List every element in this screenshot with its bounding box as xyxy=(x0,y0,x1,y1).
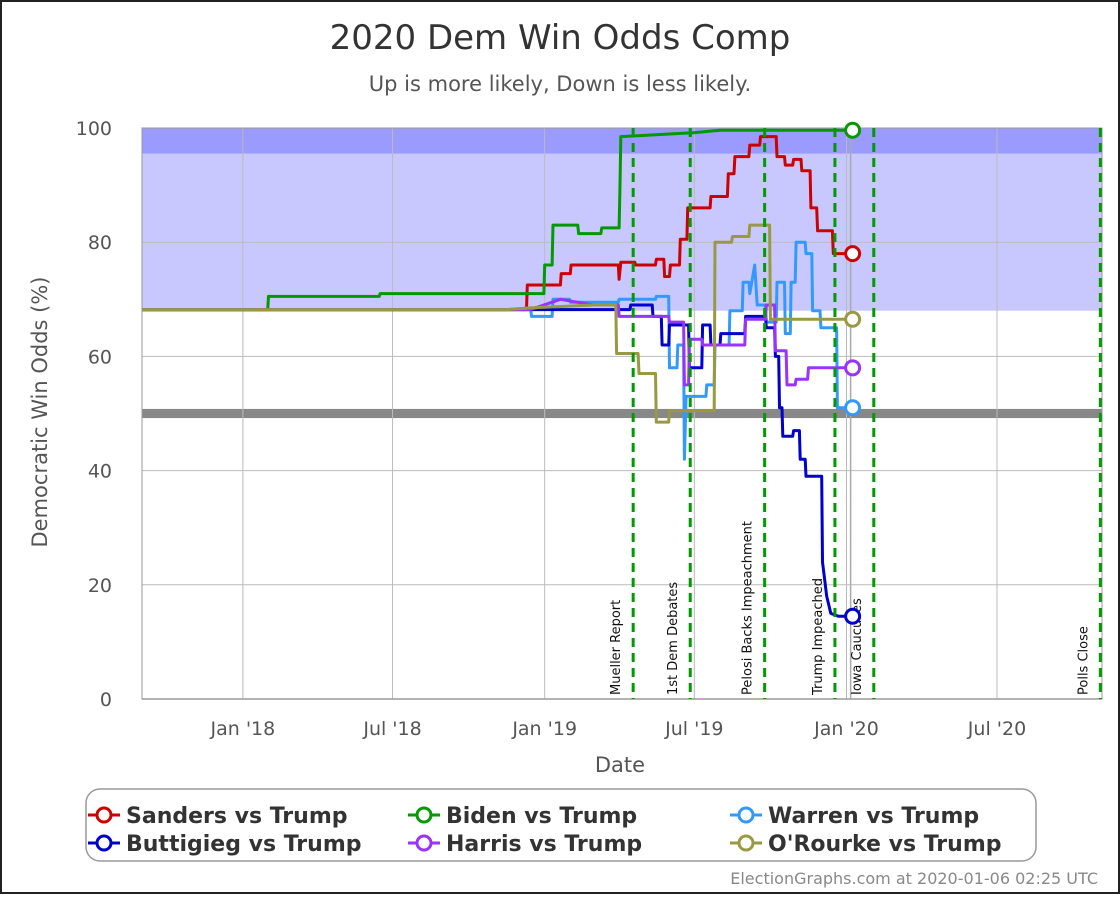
legend-label-o-rourke-vs-trump: O'Rourke vs Trump xyxy=(768,832,1002,857)
legend-marker-sanders-vs-trump xyxy=(95,806,113,824)
series-line-biden-vs-trump xyxy=(142,128,851,312)
legend-label-harris-vs-trump: Harris vs Trump xyxy=(446,832,642,857)
plot-border xyxy=(141,127,1103,700)
x-axis-title: Date xyxy=(595,753,645,777)
event-label-mueller-report: Mueller Report xyxy=(609,600,624,695)
x-tick-label-jan-18: Jan '18 xyxy=(210,718,276,740)
series-line-sanders-vs-trump xyxy=(142,135,851,312)
endpoint-biden-vs-trump xyxy=(844,121,862,139)
chart-title: 2020 Dem Win Odds Comp xyxy=(330,18,791,58)
endpoint-sanders-vs-trump xyxy=(844,245,862,263)
event-markers: Mueller Report 1st Dem Debates Pelosi Back… xyxy=(609,128,1102,699)
x-tick-label-jan-20: Jan '20 xyxy=(813,718,879,740)
legend-marker-buttigieg-vs-trump xyxy=(95,834,113,852)
x-tick-label-jul-20: Jul '20 xyxy=(967,718,1026,740)
legend-label-warren-vs-trump: Warren vs Trump xyxy=(768,804,979,829)
x-tick-label-jul-19: Jul '19 xyxy=(664,718,723,740)
series-line-harris-vs-trump xyxy=(142,297,851,387)
legend-marker-warren-vs-trump xyxy=(737,806,755,824)
event-label-pelosi-backs-impeachment: Pelosi Backs Impeachment xyxy=(741,521,756,695)
y-tick-label-80: 80 xyxy=(88,232,112,254)
band-0 xyxy=(142,153,1102,311)
y-axis-title: Democratic Win Odds (%) xyxy=(28,276,52,547)
y-axis-ticks: 0 20 40 60 80 100 xyxy=(76,118,112,711)
y-tick-label-100: 100 xyxy=(76,118,112,140)
legend-label-sanders-vs-trump: Sanders vs Trump xyxy=(126,804,348,829)
event-label-polls-close: Polls Close xyxy=(1076,626,1091,695)
legend-label-biden-vs-trump: Biden vs Trump xyxy=(446,804,637,829)
legend-marker-o-rourke-vs-trump xyxy=(737,834,755,852)
legend-marker-harris-vs-trump xyxy=(415,834,433,852)
legend-marker-biden-vs-trump xyxy=(415,806,433,824)
y-tick-label-20: 20 xyxy=(88,575,112,597)
legend-label-buttigieg-vs-trump: Buttigieg vs Trump xyxy=(126,832,362,857)
series-endpoints xyxy=(844,121,862,625)
series-line-o-rourke-vs-trump xyxy=(142,223,851,424)
y-tick-label-0: 0 xyxy=(100,689,112,711)
event-label-trump-impeached: Trump Impeached xyxy=(811,578,826,696)
series-line-warren-vs-trump xyxy=(142,240,851,461)
band-2 xyxy=(142,408,1102,419)
endpoint-warren-vs-trump xyxy=(844,399,862,417)
odds-bands xyxy=(142,128,1102,419)
endpoint-buttigieg-vs-trump xyxy=(844,607,862,625)
chart-subtitle: Up is more likely, Down is less likely. xyxy=(369,72,751,96)
endpoint-harris-vs-trump xyxy=(844,359,862,377)
credit-text: ElectionGraphs.com at 2020-01-06 02:25 U… xyxy=(730,869,1098,888)
x-tick-label-jan-19: Jan '19 xyxy=(511,718,577,740)
y-tick-label-40: 40 xyxy=(88,461,112,483)
y-tick-label-60: 60 xyxy=(88,346,112,368)
endpoint-o-rourke-vs-trump xyxy=(844,310,862,328)
x-axis-ticks: Jan '18 Jul '18 Jan '19 Jul '19 Jan '20 Jul '… xyxy=(210,718,1027,740)
x-tick-label-jul-18: Jul '18 xyxy=(362,718,421,740)
legend-box xyxy=(85,788,1037,862)
event-label-1st-dem-debates: 1st Dem Debates xyxy=(666,582,681,695)
legend: Sanders vs Trump Biden vs Trump Warren vs … xyxy=(85,788,1037,862)
